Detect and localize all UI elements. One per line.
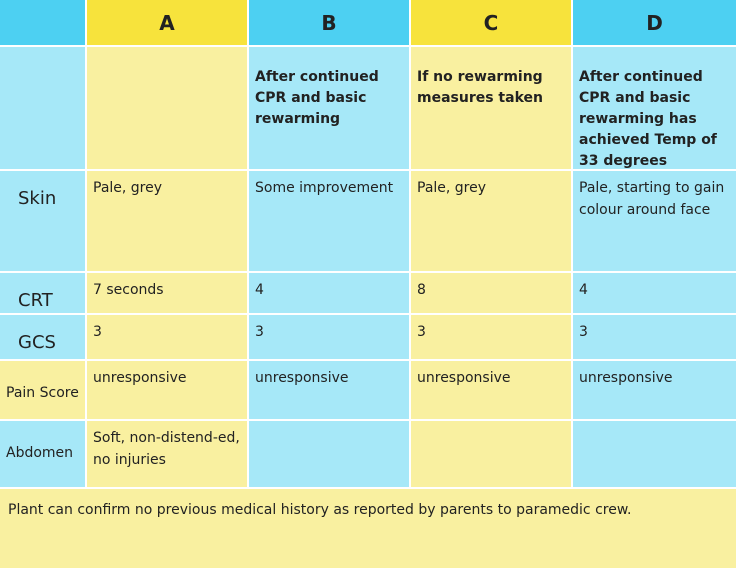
column-header: B: [249, 0, 409, 45]
column-header: A: [87, 0, 247, 45]
row-label: CRT: [0, 273, 85, 313]
table-cell: Pale, grey: [411, 171, 571, 271]
table-cell: 3: [573, 315, 736, 359]
table-cell: Pale, starting to gain colour around fac…: [573, 171, 736, 271]
table-cell: unresponsive: [411, 361, 571, 419]
table-cell: [249, 421, 409, 487]
column-header: C: [411, 0, 571, 45]
table-cell: 8: [411, 273, 571, 313]
row-label: GCS: [0, 315, 85, 359]
table-cell: [87, 47, 247, 169]
row-label: Pain Score: [0, 361, 85, 419]
table-cell: After continued CPR and basic rewarming: [249, 47, 409, 169]
table-cell: 4: [249, 273, 409, 313]
table-cell: unresponsive: [573, 361, 736, 419]
table-cell: [411, 421, 571, 487]
row-label: Skin: [0, 171, 85, 271]
table-cell: 4: [573, 273, 736, 313]
row-label: [0, 47, 85, 169]
table-cell: unresponsive: [87, 361, 247, 419]
table-cell: [573, 421, 736, 487]
table-cell: unresponsive: [249, 361, 409, 419]
table-cell: Some improvement: [249, 171, 409, 271]
table-cell: 3: [249, 315, 409, 359]
table-cell: If no rewarming measures taken: [411, 47, 571, 169]
table-cell: 3: [87, 315, 247, 359]
table-cell: Soft, non-distend-ed, no injuries: [87, 421, 247, 487]
table-cell: 3: [411, 315, 571, 359]
table-cell: Pale, grey: [87, 171, 247, 271]
table-cell: 7 seconds: [87, 273, 247, 313]
row-label: Abdomen: [0, 421, 85, 487]
table-cell: After continued CPR and basic rewarming …: [573, 47, 736, 169]
column-header: D: [573, 0, 736, 45]
footer-note: Plant can confirm no previous medical hi…: [0, 489, 736, 568]
corner-header: [0, 0, 85, 45]
